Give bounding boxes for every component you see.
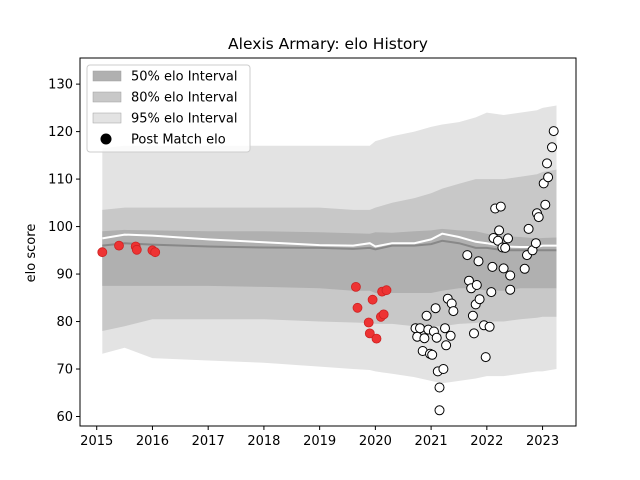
y-tick-label: 80 xyxy=(56,315,73,330)
data-point-white xyxy=(448,306,459,317)
data-point-white xyxy=(419,333,430,344)
data-point-red xyxy=(150,247,161,258)
y-tick-label: 100 xyxy=(48,220,73,235)
y-tick-label: 130 xyxy=(48,78,73,93)
x-axis: 2015 2016 2017 2018 2019 2020 2021 2022 2023 xyxy=(80,426,559,449)
data-point-red xyxy=(364,328,375,339)
data-point-red xyxy=(114,240,124,251)
median-line xyxy=(102,239,557,252)
data-point-white xyxy=(503,233,513,244)
data-point-white xyxy=(434,382,445,393)
data-point-white xyxy=(547,142,557,153)
data-point-red xyxy=(131,244,142,255)
legend-label: Post Match elo xyxy=(131,133,226,148)
data-point-white xyxy=(438,364,449,374)
data-point-white xyxy=(467,310,478,321)
data-point-red xyxy=(352,302,363,313)
legend-label: 50% elo Interval xyxy=(131,70,238,85)
data-point-white xyxy=(431,332,442,343)
data-point-white xyxy=(480,352,491,363)
x-tick-label: 2019 xyxy=(303,434,336,449)
data-point-white xyxy=(542,158,552,169)
data-point-white xyxy=(487,261,498,272)
data-point-white xyxy=(430,303,441,314)
data-point-red xyxy=(378,309,389,320)
plot-frame xyxy=(79,57,577,427)
mean-line xyxy=(102,232,557,248)
x-tick-label: 2023 xyxy=(526,434,559,449)
legend-swatch-band50 xyxy=(92,70,122,82)
data-point-white xyxy=(548,126,559,137)
y-tick-label: 90 xyxy=(56,268,73,283)
data-point-red xyxy=(367,294,378,305)
legend-box xyxy=(86,64,251,153)
x-tick-label: 2020 xyxy=(359,434,392,449)
data-point-white xyxy=(498,263,509,274)
x-tick-label: 2017 xyxy=(192,434,225,449)
y-tick-label: 110 xyxy=(48,173,73,188)
y-tick-label: 120 xyxy=(48,125,73,140)
legend-label: 95% elo Interval xyxy=(131,112,238,127)
legend-swatch-marker xyxy=(100,133,112,145)
legend-swatch-band95 xyxy=(92,112,122,124)
data-point-white xyxy=(505,284,516,295)
data-point-red xyxy=(381,285,392,296)
data-point-white xyxy=(486,287,497,298)
data-point-white xyxy=(523,223,534,234)
data-point-white xyxy=(462,250,473,261)
data-point-red xyxy=(371,333,382,344)
data-point-white xyxy=(495,201,506,212)
x-tick-label: 2015 xyxy=(80,434,113,449)
x-tick-label: 2022 xyxy=(470,434,503,449)
plot-area xyxy=(79,57,577,427)
data-point-white xyxy=(445,330,456,341)
data-point-white xyxy=(519,263,530,274)
data-point-white xyxy=(494,225,505,236)
data-point-red xyxy=(363,317,374,328)
data-point-white xyxy=(415,323,425,334)
data-point-white xyxy=(484,321,495,332)
x-tick-label: 2021 xyxy=(415,434,448,449)
chart-title: Alexis Armary: elo History xyxy=(228,35,428,53)
data-point-white xyxy=(421,310,432,321)
data-point-white xyxy=(441,340,452,351)
data-point-white xyxy=(469,328,479,339)
data-point-white xyxy=(471,280,482,290)
data-point-white xyxy=(530,238,541,249)
y-tick-label: 60 xyxy=(56,410,73,425)
y-tick-label: 70 xyxy=(56,363,73,378)
y-axis-label: elo score xyxy=(24,224,39,283)
data-point-white xyxy=(474,294,485,305)
band-50 xyxy=(102,228,557,293)
data-point-white xyxy=(505,270,516,281)
data-point-red xyxy=(350,281,361,292)
data-point-white xyxy=(533,212,544,223)
data-point-white xyxy=(473,256,484,267)
data-point-white xyxy=(440,323,450,334)
x-tick-label: 2016 xyxy=(136,434,169,449)
data-point-white xyxy=(500,242,511,253)
x-tick-label: 2018 xyxy=(247,434,280,449)
data-point-white xyxy=(543,172,554,183)
data-point-white xyxy=(540,199,551,210)
data-point-white xyxy=(434,405,445,416)
legend: 50% elo Interval 80% elo Interval 95% elo … xyxy=(86,64,251,153)
y-axis: 60 70 80 90 100 110 120 130 xyxy=(48,78,80,425)
legend-swatch-band80 xyxy=(92,91,122,103)
data-point-white xyxy=(427,349,438,360)
data-point-red xyxy=(97,247,108,258)
legend-label: 80% elo Interval xyxy=(131,91,238,106)
